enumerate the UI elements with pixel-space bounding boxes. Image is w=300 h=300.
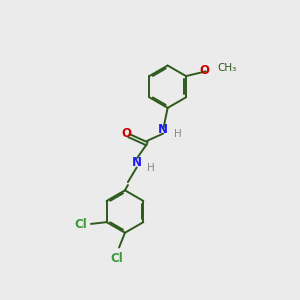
Text: Cl: Cl	[75, 218, 88, 231]
Text: O: O	[122, 127, 131, 140]
Text: O: O	[200, 64, 210, 77]
Text: H: H	[147, 163, 155, 173]
Text: CH₃: CH₃	[218, 63, 237, 74]
Text: Cl: Cl	[110, 252, 123, 265]
Text: H: H	[174, 129, 181, 140]
Text: N: N	[132, 157, 142, 169]
Text: N: N	[158, 123, 168, 136]
